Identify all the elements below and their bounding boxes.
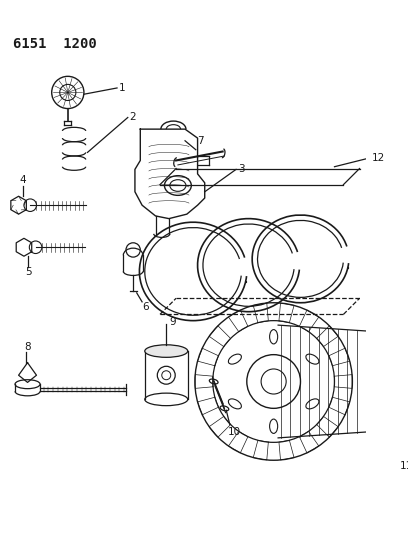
Text: 10: 10 <box>228 426 241 437</box>
Text: 6151  1200: 6151 1200 <box>13 37 97 51</box>
Text: 3: 3 <box>238 164 244 174</box>
Text: 6: 6 <box>142 302 149 312</box>
Text: 8: 8 <box>24 342 31 352</box>
Text: 2: 2 <box>130 111 136 122</box>
Text: 7: 7 <box>197 136 204 146</box>
Text: 5: 5 <box>25 268 31 277</box>
Text: 4: 4 <box>20 175 26 185</box>
Ellipse shape <box>145 345 188 357</box>
Text: 12: 12 <box>372 153 385 163</box>
Text: 9: 9 <box>169 317 175 327</box>
Text: 11: 11 <box>400 461 408 471</box>
Text: 1: 1 <box>119 83 125 93</box>
